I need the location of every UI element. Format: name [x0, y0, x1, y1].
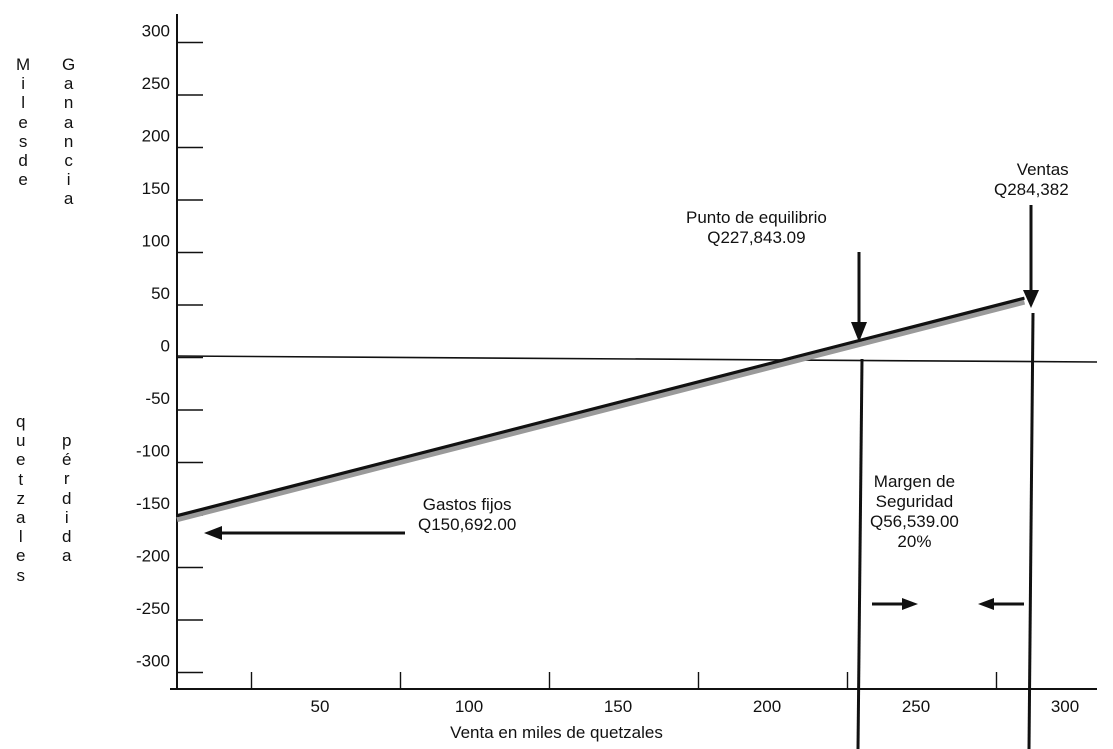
margin-arrowhead-right: [902, 598, 918, 610]
y-ticks: 300 250 200 150 100 50 0 -50 -100 -150 -200 -250 -30…: [136, 22, 203, 674]
y-label-letter: i: [21, 74, 25, 94]
y-tick-label: -50: [145, 389, 170, 408]
y-tick-label: 200: [142, 127, 170, 146]
y-label-letter: d: [62, 527, 72, 547]
fixed-costs-annotation: Gastos fijos Q150,692.00: [418, 495, 516, 535]
y-tick-label: -200: [136, 547, 170, 566]
x-tick-label: 50: [311, 697, 330, 716]
y-label-letter: s: [18, 131, 28, 151]
y-label-letter: r: [63, 469, 70, 489]
y-label-letter: n: [63, 93, 74, 113]
margin-value: Q56,539.00: [870, 512, 959, 531]
y-label-letter: n: [63, 131, 74, 151]
y-tick-label: 150: [142, 179, 170, 198]
y-label-letter: a: [63, 74, 74, 94]
y-label-letter: p: [62, 431, 72, 450]
breakeven-arrowhead: [851, 322, 867, 342]
y-label-letter: d: [18, 151, 28, 171]
sales-arrowhead: [1023, 290, 1039, 308]
y-label-letter: e: [16, 450, 26, 470]
fixed-costs-value: Q150,692.00: [418, 515, 517, 534]
y-label-letter: e: [16, 546, 26, 566]
y-label-letter: u: [16, 431, 26, 451]
x-tick-label: 200: [753, 697, 781, 716]
breakeven-value: Q227,843.09: [707, 228, 806, 247]
axes: [170, 14, 1098, 690]
y-label-letter: e: [18, 170, 28, 190]
y-label-letter: G: [62, 55, 76, 74]
y-label-letter: l: [18, 527, 23, 547]
series-shadow: [176, 299, 1026, 523]
x-tick-label: 250: [902, 697, 930, 716]
y-tick-label: 0: [161, 337, 170, 356]
y-label-letter: M: [16, 55, 31, 74]
vertical-line: [856, 358, 864, 749]
sales-annotation: Ventas Q284,382: [994, 160, 1069, 200]
x-tick-label: 100: [455, 697, 483, 716]
x-tick-label: 150: [604, 697, 632, 716]
fixed-costs-arrowhead: [204, 526, 222, 540]
y-tick-label: -150: [136, 494, 170, 513]
zero-line: [176, 355, 1098, 363]
annotation-arrows: [204, 205, 1039, 610]
profit-line: [176, 296, 1025, 518]
y-label-letter: d: [62, 488, 72, 508]
x-axis-label: Venta en miles de quetzales: [450, 723, 663, 742]
series-layer: [176, 296, 1026, 523]
y-tick-label: 300: [142, 22, 170, 41]
y-label-letter: e: [18, 112, 28, 132]
vertical-line: [1027, 312, 1035, 749]
vertical-lines: [856, 312, 1035, 749]
margin-label-1: Margen de: [873, 472, 956, 491]
y-label-letter: t: [18, 469, 24, 489]
margin-label-2: Seguridad: [875, 492, 954, 511]
y-label-letter: é: [62, 450, 72, 470]
sales-value: Q284,382: [994, 180, 1069, 199]
x-tick-label: 300: [1051, 697, 1079, 716]
y-label-letter: s: [16, 565, 25, 585]
y-label-letter: z: [16, 488, 25, 508]
margin-annotation: Margen de Seguridad Q56,539.00 20%: [870, 472, 959, 552]
x-ticks: 50 100 150 200 250 300: [250, 672, 1079, 716]
y-label-letter: i: [66, 170, 71, 190]
breakeven-label: Punto de equilibrio: [686, 208, 827, 227]
margin-arrowhead-left: [978, 598, 994, 610]
y-tick-label: 250: [142, 74, 170, 93]
fixed-costs-label: Gastos fijos: [422, 495, 512, 514]
margin-percent: 20%: [897, 532, 932, 551]
y-label-letter: a: [16, 508, 26, 528]
y-tick-label: 50: [151, 284, 170, 303]
y-tick-label: -250: [136, 599, 170, 618]
y-tick-label: -300: [136, 652, 170, 671]
y-tick-label: -100: [136, 442, 170, 461]
y-label-letter: a: [63, 189, 74, 209]
y-label-letter: c: [64, 151, 73, 171]
sales-label: Ventas: [1016, 160, 1069, 179]
breakeven-annotation: Punto de equilibrio Q227,843.09: [686, 208, 827, 248]
y-label-letter: a: [63, 112, 74, 132]
y-tick-label: 100: [142, 232, 170, 251]
y-label-letter: l: [21, 93, 25, 113]
y-label-letter: i: [64, 507, 69, 527]
y-label-letter: a: [62, 546, 72, 566]
y-label-letter: q: [16, 412, 26, 431]
